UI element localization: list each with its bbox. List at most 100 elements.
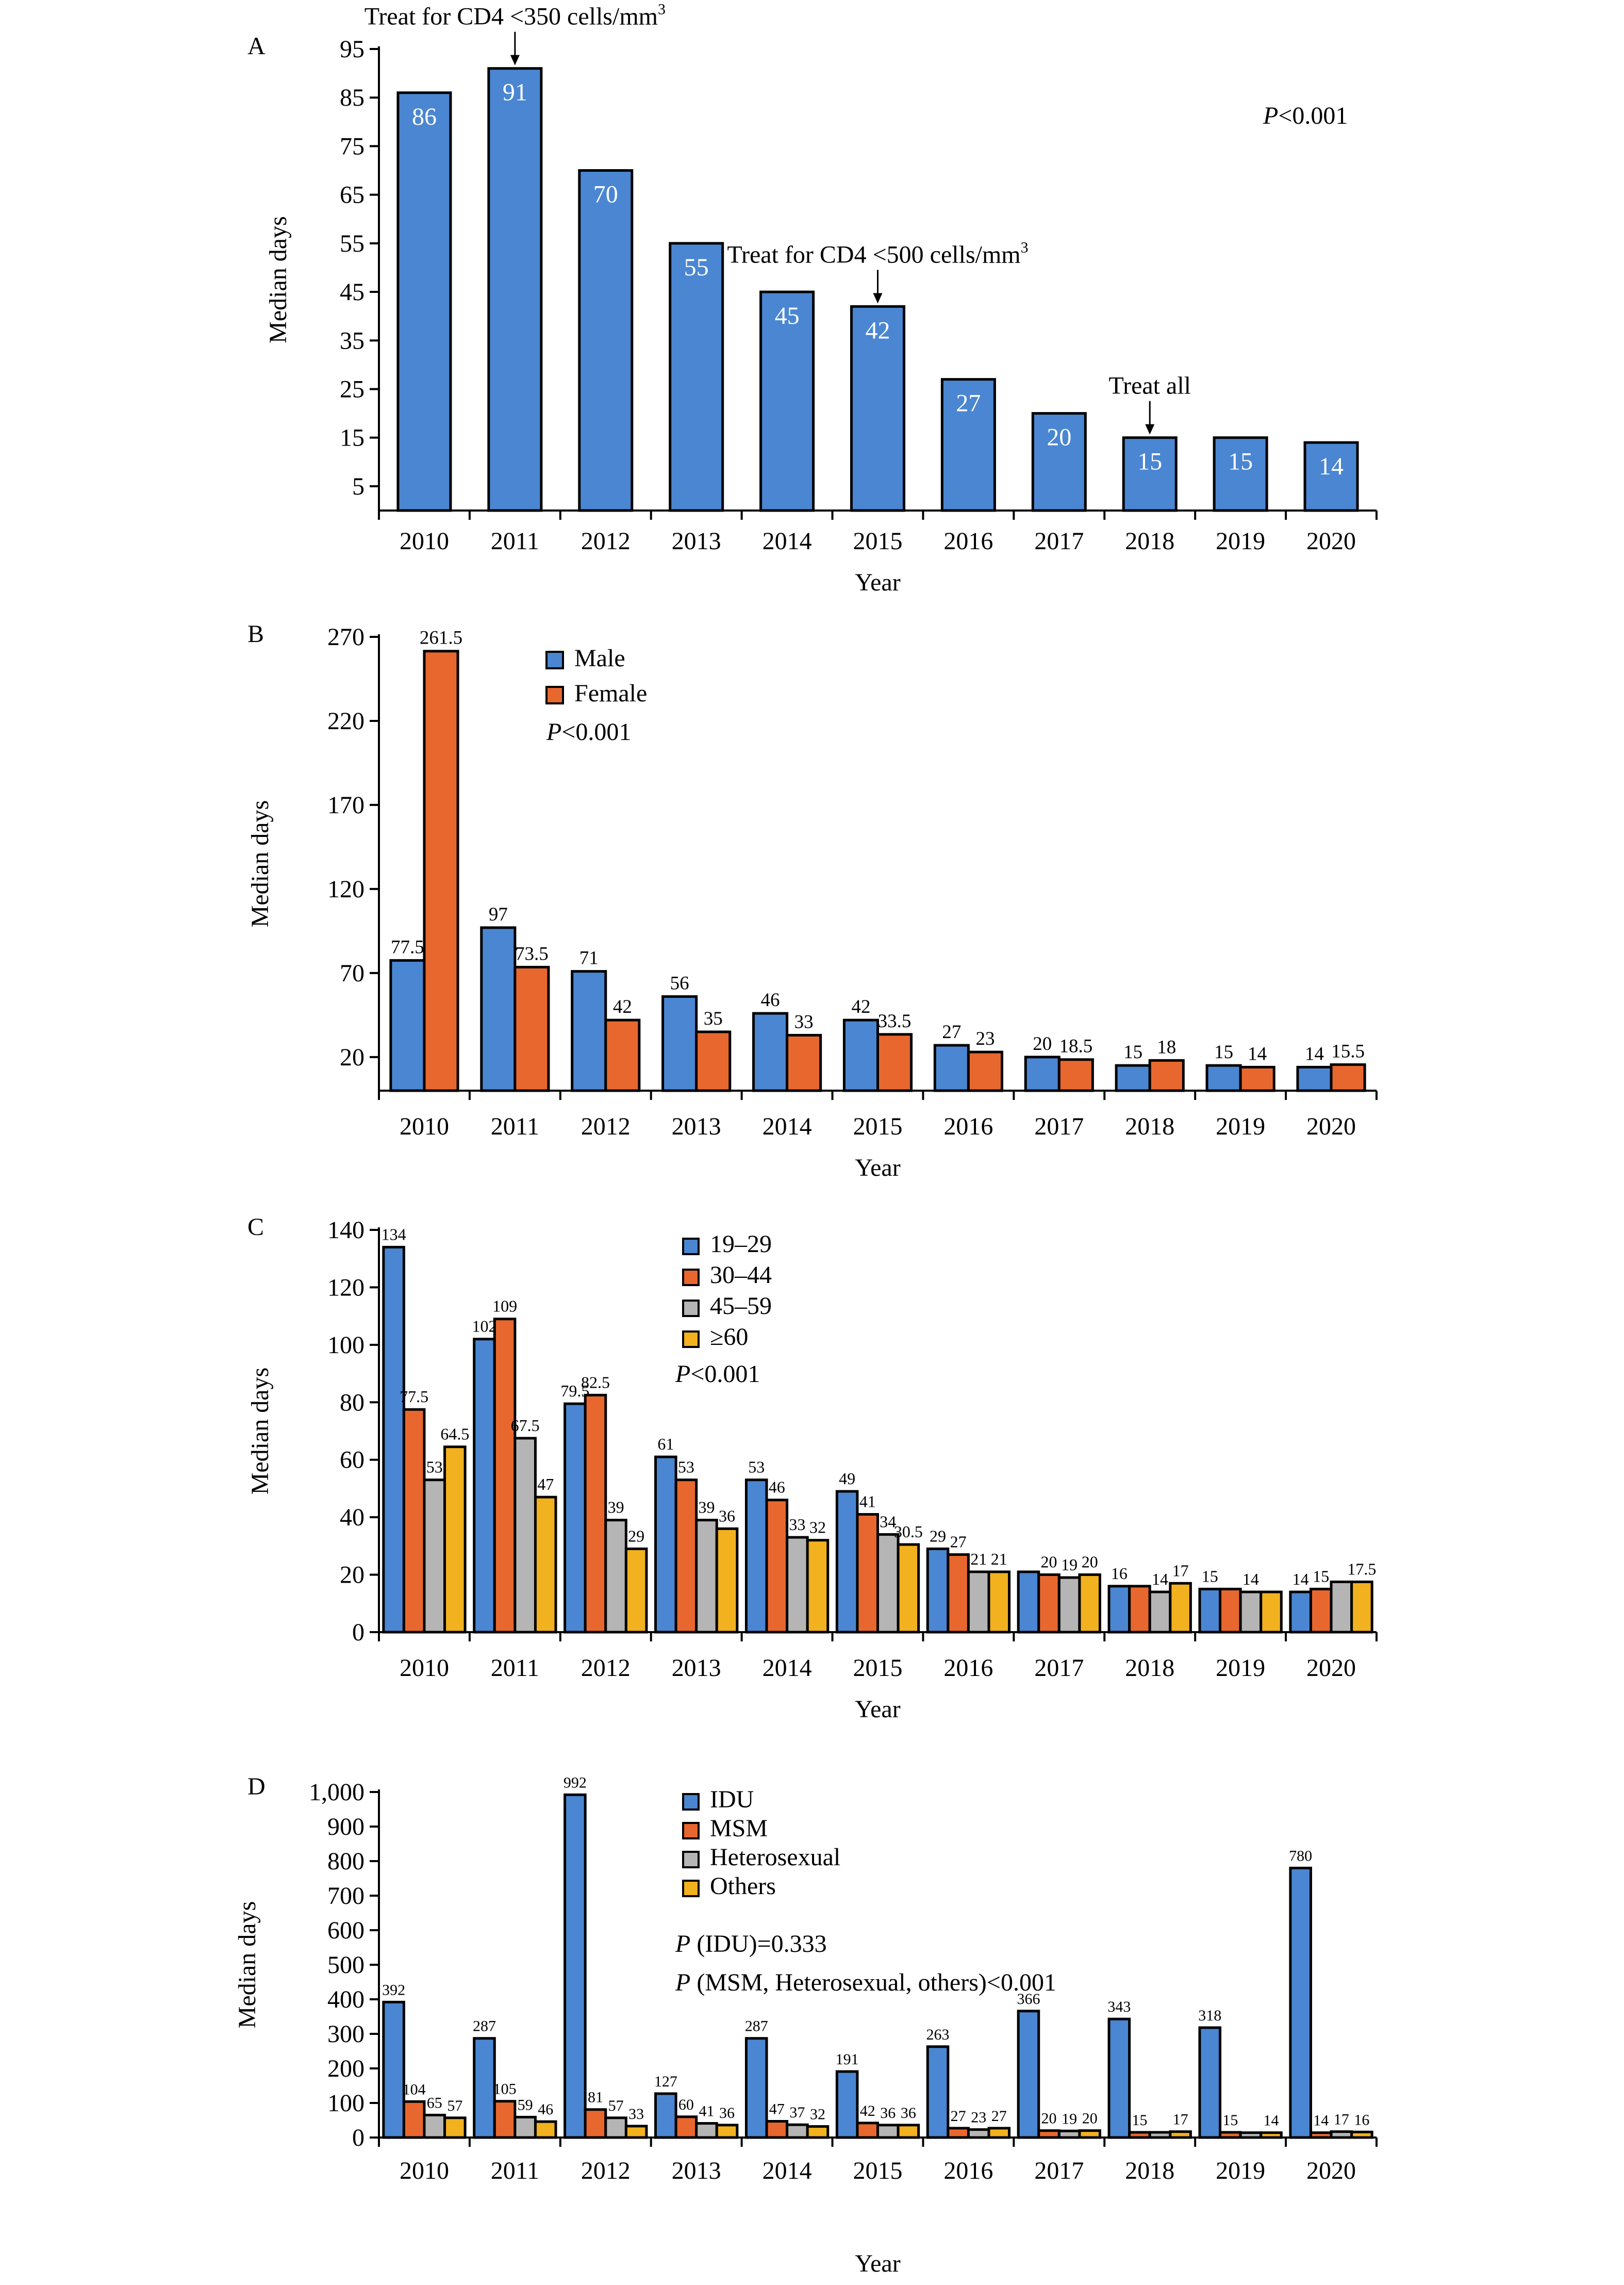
x-axis-label: Year bbox=[855, 1696, 900, 1723]
bar-c-s3-2019 bbox=[1260, 1590, 1283, 1634]
legend-swatch bbox=[682, 1822, 700, 1839]
x-tick-label: 2016 bbox=[943, 2157, 993, 2184]
y-tick-label: 25 bbox=[340, 375, 364, 403]
bar-c-s1-2018 bbox=[1128, 1585, 1151, 1634]
bar-c-s2-2019 bbox=[1239, 1590, 1263, 1634]
p-value-0: P (IDU)=0.333 bbox=[675, 1930, 827, 1958]
y-tick-label: 70 bbox=[340, 960, 364, 987]
data-label: 15 bbox=[1202, 1567, 1218, 1585]
bar-b-s1-2020 bbox=[1330, 1063, 1366, 1092]
data-label: 15 bbox=[1313, 1567, 1329, 1585]
y-tick-label: 40 bbox=[340, 1504, 364, 1531]
y-tick-label: 200 bbox=[327, 2055, 364, 2082]
data-label: 18 bbox=[1157, 1037, 1176, 1058]
bar-d-s0-2011 bbox=[473, 2037, 496, 2139]
data-label: 27 bbox=[956, 390, 981, 417]
y-tick-label: 60 bbox=[340, 1446, 364, 1474]
x-tick-label: 2017 bbox=[1034, 1654, 1084, 1682]
data-label: 34 bbox=[880, 1513, 896, 1531]
bar-c-s2-2017 bbox=[1057, 1576, 1081, 1634]
legend-swatch bbox=[682, 1793, 700, 1811]
data-label: 33 bbox=[628, 2106, 644, 2123]
bar-c-s2-2010 bbox=[423, 1478, 446, 1634]
bar-d-s2-2016 bbox=[967, 2128, 990, 2139]
y-tick-label: 170 bbox=[327, 792, 364, 819]
bar-c-s2-2014 bbox=[786, 1536, 809, 1634]
bar-d-s3-2013 bbox=[715, 2124, 739, 2139]
x-tick-label: 2019 bbox=[1216, 528, 1265, 555]
bar-c-s1-2011 bbox=[493, 1318, 517, 1634]
bar-d-s0-2012 bbox=[564, 1793, 587, 2139]
bar-c-s3-2013 bbox=[715, 1527, 739, 1634]
arrow-head bbox=[510, 55, 520, 65]
data-label: 65 bbox=[427, 2094, 442, 2111]
bar-d-s3-2015 bbox=[897, 2124, 920, 2139]
data-label: 15 bbox=[1214, 1042, 1233, 1063]
x-tick-label: 2011 bbox=[491, 528, 539, 555]
data-label: 318 bbox=[1198, 2007, 1221, 2024]
x-tick-label: 2017 bbox=[1034, 1113, 1084, 1140]
y-tick-label: 100 bbox=[327, 1331, 364, 1359]
x-axis-label: Year bbox=[855, 569, 900, 596]
y-tick-label: 800 bbox=[327, 1848, 364, 1875]
bar-d-s0-2020 bbox=[1289, 1866, 1312, 2139]
x-tick-label: 2011 bbox=[491, 1113, 539, 1140]
data-label: 29 bbox=[628, 1526, 644, 1545]
data-label: 86 bbox=[412, 103, 437, 130]
bar-b-s1-2015 bbox=[876, 1033, 913, 1092]
bar-d-s3-2014 bbox=[806, 2125, 830, 2139]
legend-label: 30–44 bbox=[710, 1261, 772, 1289]
bar-d-s3-2016 bbox=[987, 2127, 1011, 2139]
data-label: 14 bbox=[1292, 1570, 1309, 1588]
data-label: 20 bbox=[1047, 424, 1071, 451]
x-tick-label: 2012 bbox=[581, 528, 631, 555]
bar-c-s0-2020 bbox=[1289, 1590, 1312, 1634]
bar-b-s0-2015 bbox=[842, 1018, 880, 1092]
y-tick-label: 0 bbox=[352, 1619, 364, 1646]
data-label: 30.5 bbox=[894, 1522, 923, 1541]
x-tick-label: 2012 bbox=[581, 1654, 631, 1682]
bar-a-s0-2010 bbox=[396, 91, 452, 512]
bar-b-s0-2019 bbox=[1205, 1064, 1242, 1092]
data-label: 77.5 bbox=[400, 1387, 428, 1406]
bar-b-s1-2013 bbox=[695, 1030, 732, 1092]
bar-b-s1-2019 bbox=[1239, 1065, 1275, 1092]
y-tick-label: 400 bbox=[327, 1986, 364, 2013]
data-label: 27 bbox=[991, 2108, 1007, 2125]
data-label: 91 bbox=[503, 79, 527, 106]
data-label: 46 bbox=[769, 1478, 785, 1497]
data-label: 53 bbox=[678, 1458, 694, 1476]
data-label: 35 bbox=[704, 1008, 723, 1029]
legend: Male Female bbox=[545, 645, 647, 707]
legend-label: MSM bbox=[710, 1815, 768, 1842]
bar-c-s1-2013 bbox=[674, 1478, 698, 1634]
bar-d-s3-2010 bbox=[443, 2116, 467, 2139]
bar-d-s1-2014 bbox=[765, 2120, 789, 2139]
y-tick-label: 20 bbox=[340, 1561, 364, 1589]
y-axis-label: Median days bbox=[246, 1368, 274, 1495]
x-tick-label: 2019 bbox=[1216, 2157, 1265, 2184]
legend-swatch bbox=[545, 651, 564, 669]
bar-b-s1-2014 bbox=[786, 1033, 822, 1092]
bar-d-s2-2011 bbox=[513, 2115, 537, 2139]
bar-c-s0-2011 bbox=[473, 1338, 496, 1634]
data-label: 47 bbox=[769, 2101, 785, 2118]
y-tick-label: 45 bbox=[340, 278, 364, 306]
bar-d-s3-2012 bbox=[624, 2125, 648, 2139]
legend-swatch bbox=[545, 686, 564, 704]
bar-d-s0-2014 bbox=[744, 2037, 768, 2139]
arrow-head bbox=[1145, 424, 1155, 435]
x-tick-label: 2015 bbox=[853, 1654, 903, 1682]
bar-d-s0-2016 bbox=[926, 2045, 950, 2139]
data-label: 20 bbox=[1082, 1553, 1098, 1571]
data-label: 46 bbox=[538, 2101, 553, 2118]
data-label: 41 bbox=[699, 2103, 714, 2120]
y-tick-label: 100 bbox=[327, 2090, 364, 2117]
data-label: 27 bbox=[950, 1533, 967, 1551]
x-tick-label: 2010 bbox=[400, 2157, 449, 2184]
p-value: P<0.001 bbox=[1263, 102, 1348, 129]
x-tick-label: 2020 bbox=[1306, 1113, 1356, 1140]
bar-c-s0-2014 bbox=[744, 1478, 768, 1634]
data-label: 53 bbox=[748, 1458, 765, 1476]
